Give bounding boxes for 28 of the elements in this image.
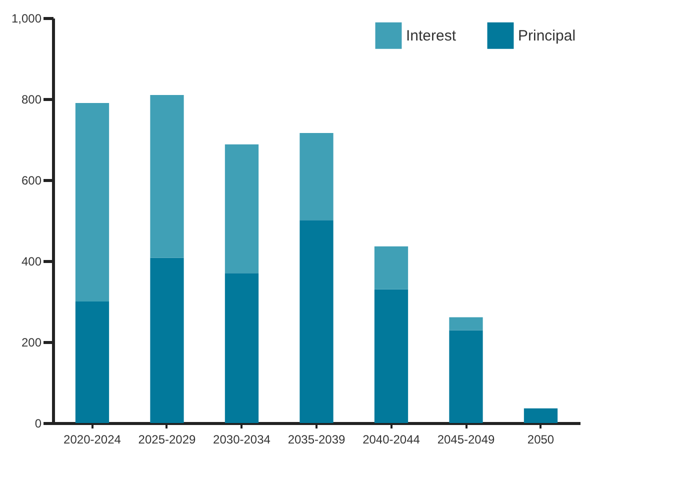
bar [449,317,483,330]
x-tick-label: 2030-2034 [213,432,271,446]
y-tick-label: 600 [21,174,42,188]
bar [524,408,558,423]
y-tick-label: 800 [21,92,42,106]
bar [374,289,408,423]
bar [224,144,259,274]
x-tick-label: 2050 [527,432,554,446]
bar [75,302,110,423]
y-tick-label: 400 [21,254,42,268]
bar [300,220,334,423]
y-tick-label: 200 [21,336,42,350]
x-tick-label: 2025-2029 [138,432,196,446]
x-tick-label: 2045-2049 [437,432,496,446]
y-tick-label: 1,000 [11,12,42,26]
legend-label: Principal [518,28,576,45]
bar [75,103,110,302]
legend-label: Interest [406,28,457,45]
x-tick-label: 2040-2044 [362,432,420,446]
bar [374,246,408,290]
x-tick-label: 2020-2024 [64,432,122,446]
bar [150,94,184,258]
bar [449,330,483,423]
bar [150,258,184,423]
y-tick-label: 0 [34,416,42,430]
bar [300,133,334,220]
x-tick-label: 2035-2039 [288,432,346,446]
bar [224,273,259,423]
